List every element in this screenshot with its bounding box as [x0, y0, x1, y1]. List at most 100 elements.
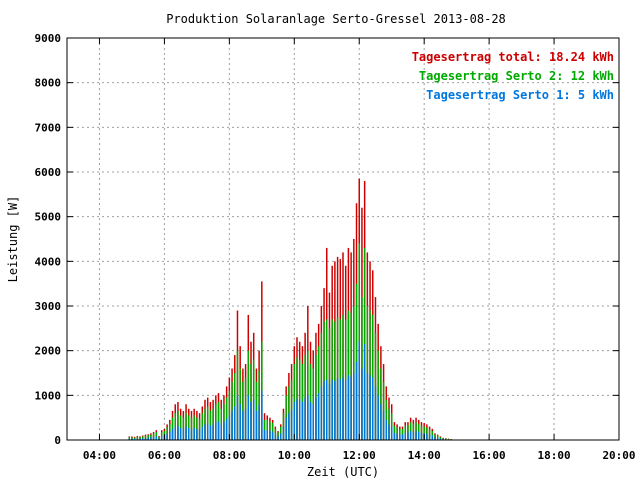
serto1-bar	[353, 373, 355, 440]
serto1-bar	[293, 402, 296, 440]
serto1-bar	[404, 432, 406, 440]
serto1-bar	[382, 410, 385, 440]
serto1-bar	[250, 402, 252, 440]
serto1-bar	[331, 379, 333, 440]
serto1-bar	[155, 435, 158, 440]
y-tick-label: 4000	[35, 255, 62, 268]
serto1-bar	[399, 434, 401, 440]
serto2-bar	[160, 431, 163, 440]
serto1-bar	[185, 426, 187, 440]
serto1-bar	[158, 438, 160, 440]
serto2-bar	[196, 417, 198, 440]
serto1-bar	[320, 386, 323, 440]
serto1-bar	[339, 379, 342, 440]
serto1-bar	[358, 341, 360, 440]
serto1-bar	[390, 426, 393, 440]
serto2-bar	[136, 436, 139, 440]
serto1-bar	[179, 427, 182, 440]
serto2-bar	[304, 355, 306, 440]
serto1-bar	[347, 375, 350, 440]
serto1-bar	[350, 376, 352, 440]
serto2-bar	[158, 436, 160, 440]
y-tick-label: 9000	[35, 32, 62, 45]
serto1-bar	[190, 428, 193, 440]
serto2-bar	[377, 350, 379, 440]
serto1-bar	[247, 395, 250, 440]
serto1-bar	[296, 398, 298, 440]
serto1-bar	[266, 430, 268, 440]
serto1-bar	[393, 432, 396, 440]
serto1-bar	[304, 397, 306, 440]
serto1-bar	[288, 413, 290, 440]
serto2-bar	[350, 312, 352, 440]
serto2-bar	[188, 415, 190, 440]
serto2-bar	[266, 419, 268, 440]
serto1-bar	[131, 438, 133, 440]
serto1-bar	[220, 424, 222, 440]
serto1-bar	[388, 424, 390, 440]
serto1-bar	[201, 426, 204, 440]
serto1-bar	[426, 433, 428, 440]
serto1-bar	[315, 397, 317, 440]
serto2-bar	[155, 431, 158, 440]
serto2-bar	[315, 355, 317, 440]
serto1-bar	[290, 409, 293, 440]
legend-entry: Tagesertrag total: 18.24 kWh	[412, 50, 614, 64]
serto2-bar	[274, 428, 277, 440]
y-tick-label: 8000	[35, 77, 62, 90]
serto2-bar	[247, 350, 250, 440]
serto1-bar	[204, 424, 206, 440]
y-tick-label: 2000	[35, 345, 62, 358]
serto1-bar	[285, 417, 287, 440]
serto1-bar	[171, 428, 174, 440]
serto1-bar	[326, 379, 328, 440]
serto1-bar	[177, 425, 179, 440]
serto1-bar	[372, 377, 374, 440]
serto2-bar	[225, 397, 228, 440]
serto2-bar	[198, 419, 201, 440]
y-tick-label: 3000	[35, 300, 62, 313]
x-tick-label: 10:00	[278, 449, 311, 462]
serto1-bar	[223, 422, 225, 440]
serto1-bar	[344, 379, 347, 440]
serto1-bar	[239, 404, 241, 440]
serto1-bar	[182, 428, 185, 440]
serto1-bar	[142, 438, 144, 440]
serto1-bar	[418, 431, 420, 440]
serto1-bar	[252, 399, 255, 440]
axis-ticks: 0 1000 2000 3000 4000 5000 6000 7000 8000 9000 04:…	[35, 32, 636, 462]
x-axis-label: Zeit (UTC)	[307, 465, 379, 479]
serto1-bar	[336, 378, 339, 440]
serto1-bar	[209, 425, 212, 440]
serto1-bar	[228, 415, 231, 440]
serto1-bar	[215, 422, 217, 440]
serto2-bar	[190, 417, 193, 440]
serto1-bar	[434, 437, 436, 440]
chart-title: Produktion Solaranlage Serto-Gressel 201…	[166, 12, 506, 26]
serto1-bar	[236, 395, 239, 440]
y-tick-label: 1000	[35, 389, 62, 402]
serto1-bar	[374, 386, 377, 440]
serto1-bar	[139, 438, 141, 440]
serto1-bar	[271, 431, 274, 440]
serto1-bar	[258, 405, 260, 440]
serto2-bar	[323, 321, 325, 440]
serto2-bar	[206, 406, 209, 440]
serto1-bar	[396, 433, 398, 440]
serto1-bar	[369, 375, 371, 440]
serto1-bar	[366, 373, 369, 440]
serto1-bar	[409, 431, 412, 440]
serto2-bar	[177, 410, 179, 440]
serto1-bar	[193, 427, 195, 440]
serto1-bar	[196, 428, 198, 440]
serto1-bar	[428, 434, 431, 440]
serto1-bar	[274, 434, 277, 440]
serto1-bar	[166, 433, 168, 440]
serto2-bar	[142, 436, 144, 440]
serto1-bar	[234, 406, 236, 440]
serto1-bar	[277, 436, 279, 440]
serto2-bar	[334, 321, 336, 440]
serto1-bar	[150, 437, 152, 440]
serto1-bar	[377, 395, 379, 440]
